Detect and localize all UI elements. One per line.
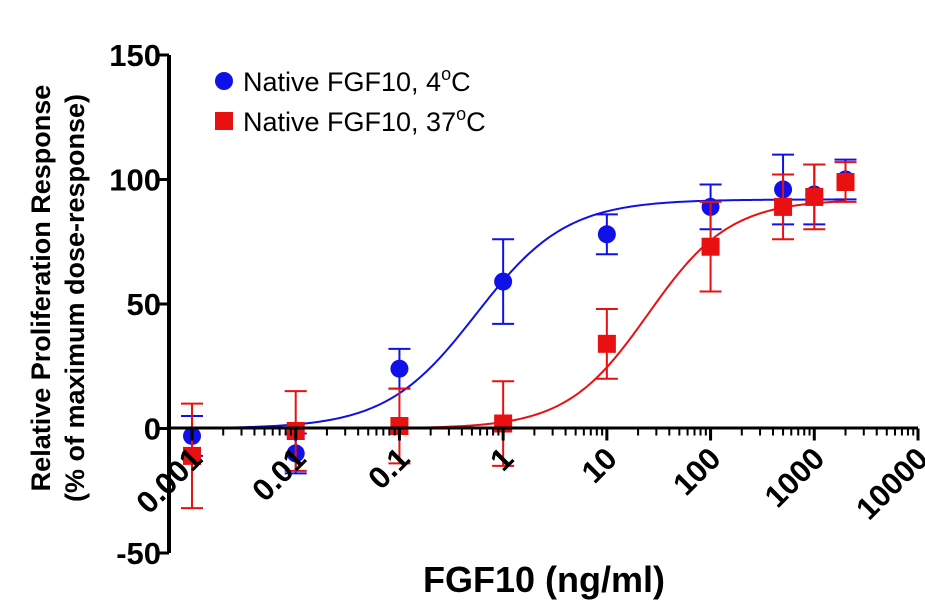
x-tick-label: 10000 — [849, 441, 925, 527]
legend-marker-4c — [215, 72, 233, 90]
x-tick-label: 1000 — [758, 441, 832, 515]
legend-label-4c-sup: o — [441, 64, 451, 84]
legend-label-37c: Native FGF10, 37oC — [243, 104, 486, 137]
x-tick-label: 0.1 — [361, 441, 416, 496]
y-axis-title-line2: (% of maximum dose-response) — [60, 94, 90, 502]
fit-curve-series-1 — [192, 200, 846, 430]
data-point — [597, 334, 616, 353]
y-axis-title-line1: Relative Proliferation Response — [26, 85, 56, 492]
x-tick-label: 100 — [666, 441, 727, 502]
y-tick-label: 0 — [144, 412, 161, 447]
data-point — [494, 272, 513, 291]
data-point — [805, 187, 824, 206]
legend-label-4c-main: Native FGF10, 4 — [243, 67, 441, 97]
y-tick-label: -50 — [116, 536, 161, 571]
plot-layer — [181, 153, 857, 510]
data-point — [597, 225, 616, 244]
data-point — [774, 197, 793, 216]
x-ticks-layer: 0.001 0.01 0.1 1 10 100 1000 10000 — [129, 428, 925, 527]
y-tick-label: 150 — [109, 38, 161, 73]
legend-label-37c-sup: o — [456, 104, 466, 124]
x-tick-label: 1 — [483, 441, 520, 478]
legend-label-37c-tail: C — [466, 107, 486, 137]
legend: Native FGF10, 4oC Native FGF10, 37oC — [215, 64, 486, 137]
legend-marker-37c — [215, 112, 233, 130]
legend-label-37c-main: Native FGF10, 37 — [243, 107, 456, 137]
legend-label-4c-tail: C — [451, 67, 471, 97]
data-point — [836, 172, 855, 191]
legend-label-4c: Native FGF10, 4oC — [243, 64, 471, 97]
fit-curve-series-0 — [192, 198, 846, 430]
y-tick-label: 50 — [127, 287, 161, 322]
x-axis-title: FGF10 (ng/ml) — [423, 559, 665, 600]
x-tick-label: 10 — [575, 441, 624, 490]
y-tick-label: 100 — [109, 163, 161, 198]
data-point — [183, 446, 202, 465]
data-point — [390, 359, 409, 378]
data-point — [701, 237, 720, 256]
y-ticks-layer: -50 0 50 100 150 — [109, 38, 169, 571]
